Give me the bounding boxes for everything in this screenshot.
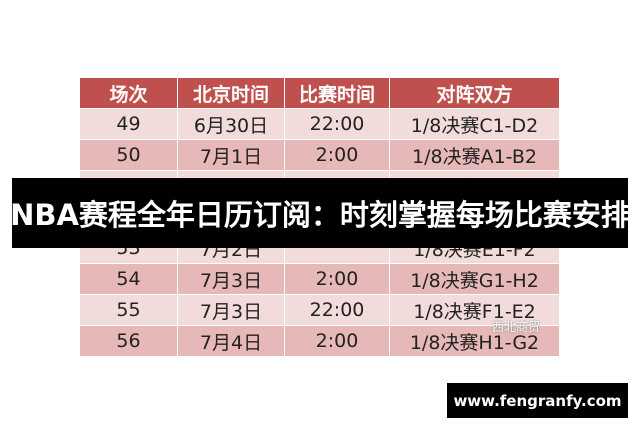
header-cell: 比赛时间 <box>285 78 390 108</box>
cell: 55 <box>80 295 178 325</box>
cell: 1/8决赛A1-B2 <box>390 140 560 170</box>
cell: 2:00 <box>285 326 390 356</box>
cell: 7月3日 <box>178 295 285 325</box>
cell: 54 <box>80 264 178 294</box>
header-row: 场次 北京时间 比赛时间 对阵双方 <box>80 78 560 109</box>
cell: 7月1日 <box>178 140 285 170</box>
cell: 7月3日 <box>178 264 285 294</box>
cell <box>285 233 390 263</box>
site-link[interactable]: www.fengranfy.com <box>447 383 628 418</box>
cell: 56 <box>80 326 178 356</box>
cell: 1/8决赛H1-G2 <box>390 326 560 356</box>
cell: 50 <box>80 140 178 170</box>
cell: 22:00 <box>285 295 390 325</box>
title-banner: NBA赛程全年日历订阅：时刻掌握每场比赛安排 <box>12 178 628 248</box>
row: 54 7月3日 2:00 1/8决赛G1-H2 <box>80 264 560 295</box>
row: 49 6月30日 22:00 1/8决赛C1-D2 <box>80 109 560 140</box>
watermark: 西北商贸 <box>492 320 541 334</box>
cell: 22:00 <box>285 109 390 139</box>
cell: 1/8决赛C1-D2 <box>390 109 560 139</box>
header-cell: 北京时间 <box>178 78 285 108</box>
cell: 2:00 <box>285 264 390 294</box>
cell: 1/8决赛F1-E2 <box>390 295 560 325</box>
row: 55 7月3日 22:00 1/8决赛F1-E2 <box>80 295 560 326</box>
cell: 49 <box>80 109 178 139</box>
cell: 6月30日 <box>178 109 285 139</box>
header-cell: 对阵双方 <box>390 78 560 108</box>
cell: 1/8决赛G1-H2 <box>390 264 560 294</box>
cell: 2:00 <box>285 140 390 170</box>
cell: 7月4日 <box>178 326 285 356</box>
header-cell: 场次 <box>80 78 178 108</box>
row: 50 7月1日 2:00 1/8决赛A1-B2 <box>80 140 560 171</box>
row: 56 7月4日 2:00 1/8决赛H1-G2 <box>80 326 560 357</box>
